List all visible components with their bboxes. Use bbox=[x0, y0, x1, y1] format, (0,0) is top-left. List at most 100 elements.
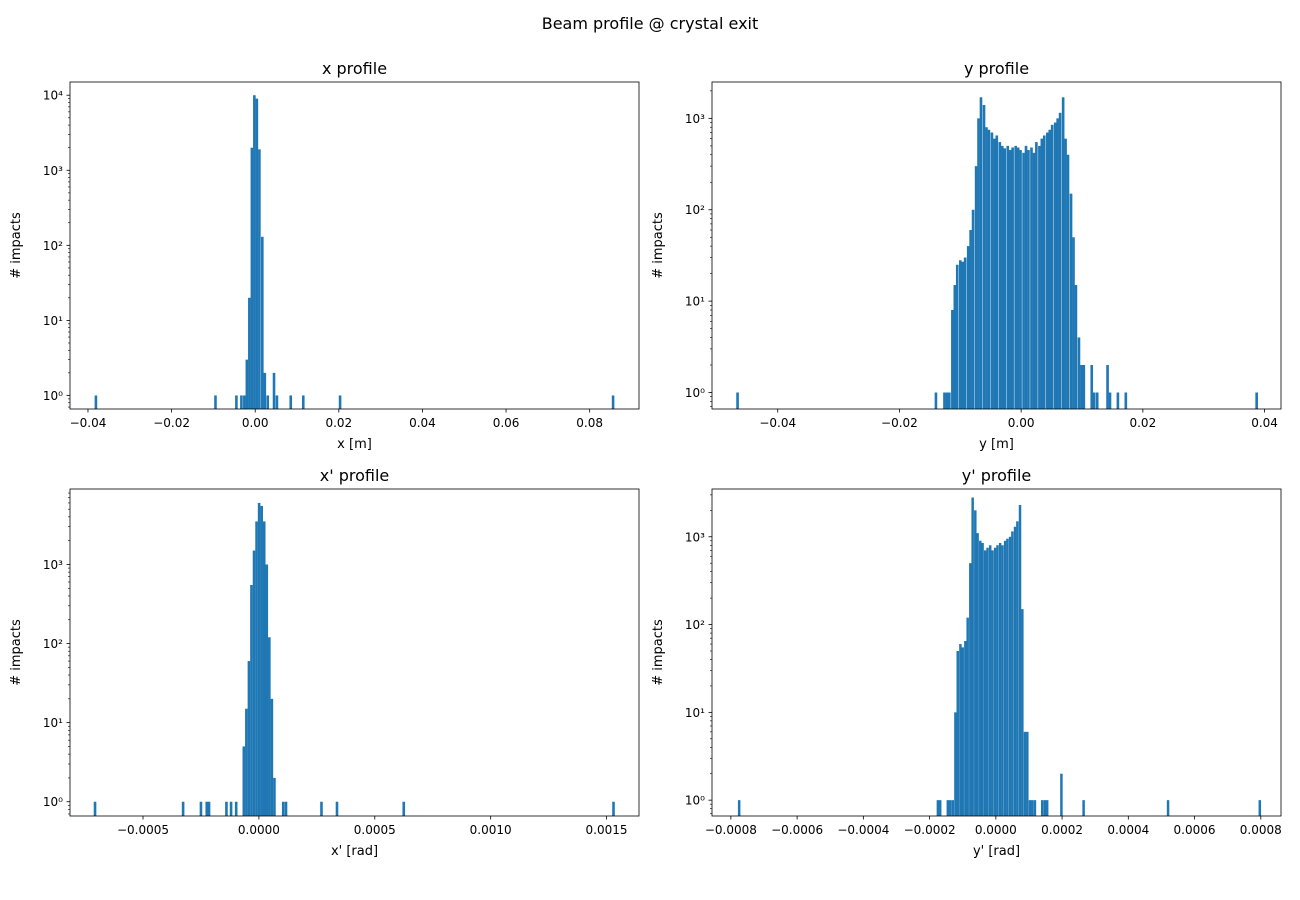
histogram-bar bbox=[1092, 392, 1096, 409]
axes-frame bbox=[69, 81, 640, 410]
histogram-bar bbox=[225, 801, 228, 816]
x-tick-label: −0.0006 bbox=[771, 823, 823, 837]
axes-frame bbox=[711, 81, 1282, 410]
x-tick-label: 0.0002 bbox=[1041, 823, 1083, 837]
histogram-bar bbox=[243, 395, 246, 409]
histogram-bar bbox=[234, 801, 238, 816]
y-tick-label: 10² bbox=[43, 239, 63, 253]
histogram-bar bbox=[1033, 800, 1037, 816]
histogram-bars bbox=[94, 95, 615, 409]
histogram-bar bbox=[248, 297, 251, 409]
histogram-bar bbox=[281, 801, 285, 816]
histogram-bar bbox=[260, 505, 263, 816]
histogram-bar bbox=[255, 521, 258, 816]
x-tick-label: 0.04 bbox=[1251, 416, 1278, 430]
y-tick-label: 10² bbox=[685, 203, 705, 217]
subplot-x-profile: −0.04 −0.02 0.00 0.02 0.04 0.06 0.08 10⁰ 10¹ 10² 1… bbox=[9, 59, 640, 452]
x-tick-label: 0.0004 bbox=[1107, 823, 1149, 837]
histogram-bar bbox=[993, 547, 997, 816]
histogram-bar bbox=[1046, 132, 1049, 409]
x-tick-label: 0.0000 bbox=[975, 823, 1017, 837]
histogram-bar bbox=[990, 132, 994, 409]
histogram-bar bbox=[974, 510, 977, 816]
histogram-bar bbox=[953, 285, 957, 409]
histogram-bar bbox=[945, 392, 949, 409]
histogram-bar bbox=[338, 395, 342, 409]
histogram-bar bbox=[954, 712, 957, 816]
histogram-bar bbox=[284, 801, 288, 816]
histogram-bar bbox=[1058, 112, 1062, 409]
x-tick-label: 0.06 bbox=[493, 416, 520, 430]
histogram-bar bbox=[1095, 392, 1099, 409]
histogram-bar bbox=[1048, 129, 1052, 409]
x-tick-label: 0.0000 bbox=[238, 823, 280, 837]
histogram-bar bbox=[943, 392, 946, 409]
histogram-bar bbox=[1011, 147, 1014, 409]
x-tick-label: 0.04 bbox=[409, 416, 436, 430]
histogram-bar bbox=[991, 550, 994, 816]
histogram-bar bbox=[229, 801, 233, 816]
histogram-bar bbox=[1021, 609, 1024, 816]
y-axis-label: # impacts bbox=[9, 619, 24, 686]
histogram-bar bbox=[737, 800, 741, 816]
histogram-bar bbox=[1003, 148, 1007, 409]
subplot-title: x profile bbox=[322, 59, 387, 78]
y-tick-label: 10¹ bbox=[685, 706, 705, 720]
histogram-bars bbox=[736, 97, 1258, 410]
histogram-bar bbox=[971, 209, 975, 409]
histogram-bar bbox=[1124, 392, 1128, 409]
histogram-bar bbox=[1006, 538, 1009, 816]
histogram-bar bbox=[266, 395, 270, 409]
histogram-bar bbox=[936, 800, 940, 816]
histogram-bar bbox=[1255, 392, 1258, 409]
histogram-bar bbox=[235, 395, 238, 409]
histogram-bar bbox=[1023, 731, 1027, 816]
x-tick-label: −0.0008 bbox=[705, 823, 757, 837]
histogram-bar bbox=[1060, 773, 1063, 816]
y-tick-label: 10¹ bbox=[43, 314, 63, 328]
histogram-bar bbox=[247, 661, 251, 816]
histogram-bar bbox=[955, 264, 959, 409]
histogram-bar bbox=[268, 637, 271, 816]
histogram-bar bbox=[93, 801, 97, 816]
histogram-bars bbox=[93, 502, 615, 816]
histogram-bar bbox=[1026, 731, 1029, 816]
histogram-bar bbox=[320, 801, 323, 816]
histogram-bar bbox=[242, 746, 246, 816]
histogram-bar bbox=[982, 105, 986, 409]
histogram-bar bbox=[240, 395, 243, 409]
histogram-bar bbox=[956, 650, 959, 816]
histogram-bar bbox=[1022, 152, 1025, 409]
x-tick-label: 0.02 bbox=[325, 416, 352, 430]
axes-frame bbox=[711, 488, 1282, 817]
histogram-bar bbox=[959, 644, 962, 816]
figure-title: Beam profile @ crystal exit bbox=[541, 14, 759, 33]
histogram-bar bbox=[1008, 150, 1012, 409]
histogram-bar bbox=[1011, 531, 1014, 816]
histogram-bar bbox=[1040, 800, 1044, 816]
y-axis-label: # impacts bbox=[651, 212, 666, 279]
x-axis-label: y' [rad] bbox=[973, 844, 1020, 859]
x-tick-label: −0.0002 bbox=[904, 823, 956, 837]
histogram-bar bbox=[272, 372, 276, 409]
histogram-bar bbox=[977, 118, 980, 409]
histogram-bar bbox=[1050, 124, 1054, 409]
histogram-bar bbox=[289, 395, 293, 409]
histogram-bar bbox=[1008, 536, 1012, 816]
histogram-bar bbox=[250, 147, 254, 409]
subplot-title: y' profile bbox=[962, 466, 1032, 485]
histogram-bar bbox=[1072, 237, 1075, 409]
histogram-bar bbox=[257, 502, 261, 816]
histogram-bar bbox=[207, 801, 211, 816]
histogram-bar bbox=[1053, 122, 1057, 410]
histogram-bar bbox=[199, 801, 203, 816]
x-tick-label: −0.0005 bbox=[117, 823, 169, 837]
histogram-bar bbox=[1056, 118, 1059, 409]
histogram-bar bbox=[736, 392, 739, 409]
histogram-bar bbox=[252, 550, 256, 816]
histogram-bars bbox=[737, 497, 1262, 816]
subplot-xprime-profile: −0.0005 0.0000 0.0005 0.0010 0.0015 10⁰ 10¹ 10²… bbox=[9, 466, 640, 859]
y-tick-label: 10³ bbox=[43, 164, 63, 178]
histogram-bar bbox=[611, 395, 615, 409]
histogram-bar bbox=[993, 138, 996, 409]
